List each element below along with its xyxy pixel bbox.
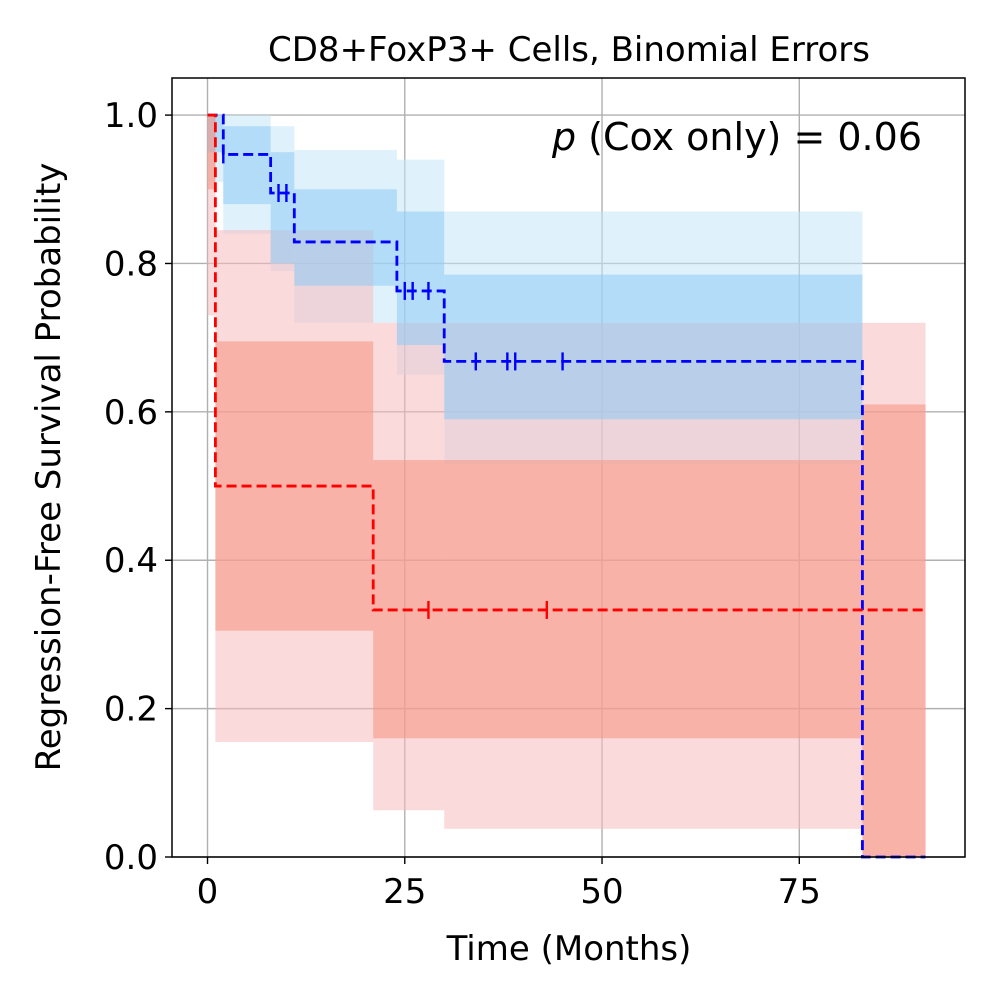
confidence-bands — [207, 115, 926, 857]
high-inner-band — [444, 274, 863, 420]
x-tick-label: 50 — [580, 872, 623, 912]
survival-curves — [207, 113, 926, 859]
high-inner-band — [294, 189, 397, 286]
censor-marks — [222, 145, 564, 619]
axis-ticks: 0 25 50 75 0.0 0.2 0.4 0.6 0.8 1.0 — [104, 96, 821, 912]
high-inner-band — [396, 211, 445, 346]
plot-frame — [171, 77, 966, 858]
low-inner-band — [207, 115, 216, 190]
y-tick-label: 0.0 — [104, 838, 158, 878]
y-tick-label: 0.6 — [104, 393, 158, 433]
x-tick-label: 0 — [197, 872, 219, 912]
x-tick-label: 25 — [383, 872, 426, 912]
high-survival-line — [207, 113, 926, 859]
p-value-text: (Cox only) = 0.06 — [576, 115, 922, 159]
high-inner-band — [223, 126, 271, 205]
low-outer-band — [207, 115, 216, 316]
low-inner-band — [373, 460, 863, 739]
x-axis-label: Time (Months) — [446, 929, 692, 969]
high-inner-band — [270, 152, 295, 264]
y-axis-label: Regression-Free Survival Probability — [29, 163, 69, 772]
y-tick-label: 0.2 — [104, 690, 158, 730]
chart-title: CD8+FoxP3+ Cells, Binomial Errors — [268, 30, 870, 70]
low-survival-line — [207, 113, 926, 612]
y-tick-label: 0.8 — [104, 244, 158, 284]
x-tick-label: 75 — [778, 872, 821, 912]
y-tick-label: 1.0 — [104, 96, 158, 136]
y-tick-label: 0.4 — [104, 541, 158, 581]
low-inner-band — [862, 404, 926, 857]
p-symbol: p — [551, 115, 576, 159]
p-value-annotation: p (Cox only) = 0.06 — [551, 115, 922, 159]
